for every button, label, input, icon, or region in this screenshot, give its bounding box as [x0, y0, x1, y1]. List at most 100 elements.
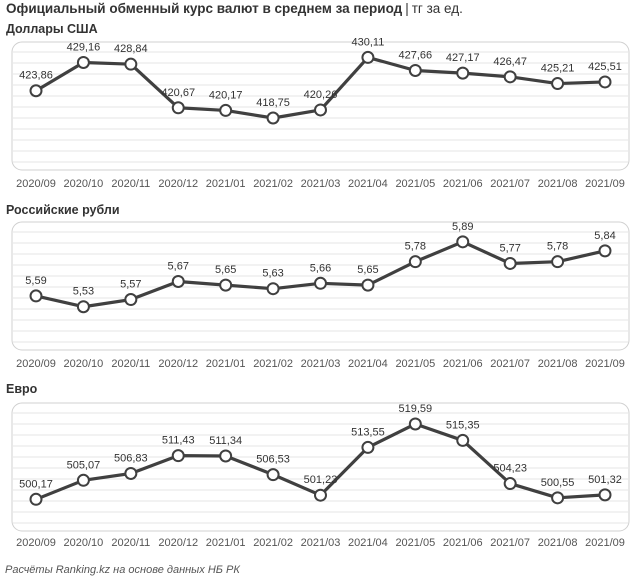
x-tick-label-usd: 2021/06	[443, 178, 483, 190]
x-tick-label-rub: 2021/07	[490, 358, 530, 370]
x-tick-label-eur: 2021/04	[348, 537, 388, 549]
x-tick-label-usd: 2021/09	[585, 178, 625, 190]
x-tick-label-usd: 2020/12	[158, 178, 198, 190]
data-point-usd	[76, 55, 90, 69]
data-label-rub: 5,59	[25, 275, 46, 287]
data-point-rub	[456, 235, 470, 249]
x-tick-label-rub: 2021/09	[585, 358, 625, 370]
data-label-rub: 5,66	[310, 262, 331, 274]
data-label-eur: 504,23	[493, 463, 527, 475]
data-label-usd: 430,11	[352, 36, 385, 48]
x-tick-label-rub: 2021/08	[538, 358, 578, 370]
data-point-eur	[314, 488, 327, 502]
x-tick-label-eur: 2021/07	[490, 537, 530, 549]
data-point-usd	[171, 101, 185, 115]
data-point-eur	[551, 491, 565, 505]
data-label-eur: 519,59	[399, 403, 433, 415]
data-point-rub	[219, 278, 233, 292]
header-separator: |	[405, 1, 409, 16]
data-point-usd	[503, 70, 517, 84]
data-label-rub: 5,67	[168, 260, 189, 272]
data-point-rub	[124, 293, 138, 307]
data-label-rub: 5,89	[452, 221, 473, 233]
data-label-eur: 505,07	[67, 459, 101, 471]
data-point-eur	[456, 433, 470, 447]
panel-title-usd: Доллары США	[6, 22, 98, 36]
data-label-usd: 420,26	[304, 89, 338, 101]
panel-title-rub: Российские рубли	[6, 203, 120, 217]
x-tick-label-eur: 2020/11	[111, 537, 150, 549]
data-label-usd: 427,17	[446, 52, 480, 64]
x-tick-label-rub: 2021/04	[348, 358, 388, 370]
data-label-rub: 5,53	[73, 286, 94, 298]
x-tick-label-rub: 2021/01	[206, 358, 246, 370]
data-label-eur: 511,43	[162, 435, 195, 447]
x-tick-label-eur: 2020/12	[158, 537, 198, 549]
x-tick-label-rub: 2020/10	[64, 358, 104, 370]
data-point-eur	[598, 488, 612, 502]
data-point-usd	[361, 50, 375, 64]
data-label-usd: 427,66	[399, 49, 433, 61]
x-tick-label-rub: 2020/12	[158, 358, 198, 370]
data-point-usd	[266, 111, 280, 125]
source-note: Расчёты Ranking.kz на основе данных НБ Р…	[5, 564, 240, 576]
x-tick-label-rub: 2021/05	[395, 358, 435, 370]
data-label-eur: 511,34	[209, 435, 242, 447]
x-tick-label-usd: 2020/10	[64, 178, 104, 190]
data-point-eur	[219, 449, 233, 463]
data-label-usd: 420,17	[209, 89, 243, 101]
x-tick-label-eur: 2020/10	[64, 537, 104, 549]
data-label-eur: 506,83	[114, 452, 148, 464]
data-label-rub: 5,63	[262, 268, 283, 280]
data-label-rub: 5,78	[405, 241, 426, 253]
data-point-rub	[503, 256, 517, 270]
data-point-eur	[503, 477, 517, 491]
data-point-eur	[361, 440, 375, 454]
data-label-rub: 5,65	[215, 264, 236, 276]
data-label-usd: 428,84	[114, 43, 148, 55]
data-point-usd	[598, 75, 612, 89]
data-point-eur	[76, 473, 90, 487]
data-label-eur: 500,55	[541, 477, 575, 489]
data-point-usd	[29, 84, 43, 98]
data-point-eur	[171, 449, 185, 463]
data-label-usd: 426,47	[493, 56, 527, 68]
x-tick-label-usd: 2021/05	[395, 178, 435, 190]
x-tick-label-usd: 2020/09	[16, 178, 56, 190]
x-tick-label-rub: 2020/09	[16, 358, 56, 370]
x-tick-label-rub: 2021/02	[253, 358, 293, 370]
x-tick-label-eur: 2021/02	[253, 537, 293, 549]
x-tick-label-eur: 2021/01	[206, 537, 246, 549]
x-tick-label-usd: 2020/11	[111, 178, 150, 190]
x-tick-label-usd: 2021/07	[490, 178, 530, 190]
x-tick-label-eur: 2021/05	[395, 537, 435, 549]
data-label-usd: 429,16	[67, 41, 101, 53]
data-point-rub	[171, 274, 185, 288]
x-tick-label-eur: 2020/09	[16, 537, 56, 549]
x-tick-label-rub: 2021/06	[443, 358, 483, 370]
data-point-eur	[408, 417, 422, 431]
data-point-rub	[408, 255, 422, 269]
data-label-usd: 425,21	[541, 63, 575, 75]
data-point-rub	[598, 244, 612, 258]
data-point-usd	[314, 103, 327, 117]
data-point-rub	[76, 300, 90, 314]
data-point-usd	[551, 77, 565, 91]
x-tick-label-usd: 2021/08	[538, 178, 578, 190]
x-tick-label-usd: 2021/02	[253, 178, 293, 190]
x-tick-label-eur: 2021/06	[443, 537, 483, 549]
data-label-rub: 5,77	[499, 242, 520, 254]
data-label-rub: 5,65	[357, 264, 378, 276]
x-tick-label-usd: 2021/04	[348, 178, 388, 190]
data-point-rub	[314, 276, 327, 290]
data-point-eur	[266, 468, 280, 482]
data-label-usd: 418,75	[256, 97, 290, 109]
data-label-usd: 423,86	[19, 70, 53, 82]
data-label-rub: 5,57	[120, 279, 141, 291]
data-point-usd	[219, 103, 233, 117]
data-point-usd	[456, 66, 470, 80]
data-point-eur	[29, 492, 43, 506]
x-tick-label-eur: 2021/03	[301, 537, 341, 549]
x-tick-label-usd: 2021/03	[301, 178, 341, 190]
